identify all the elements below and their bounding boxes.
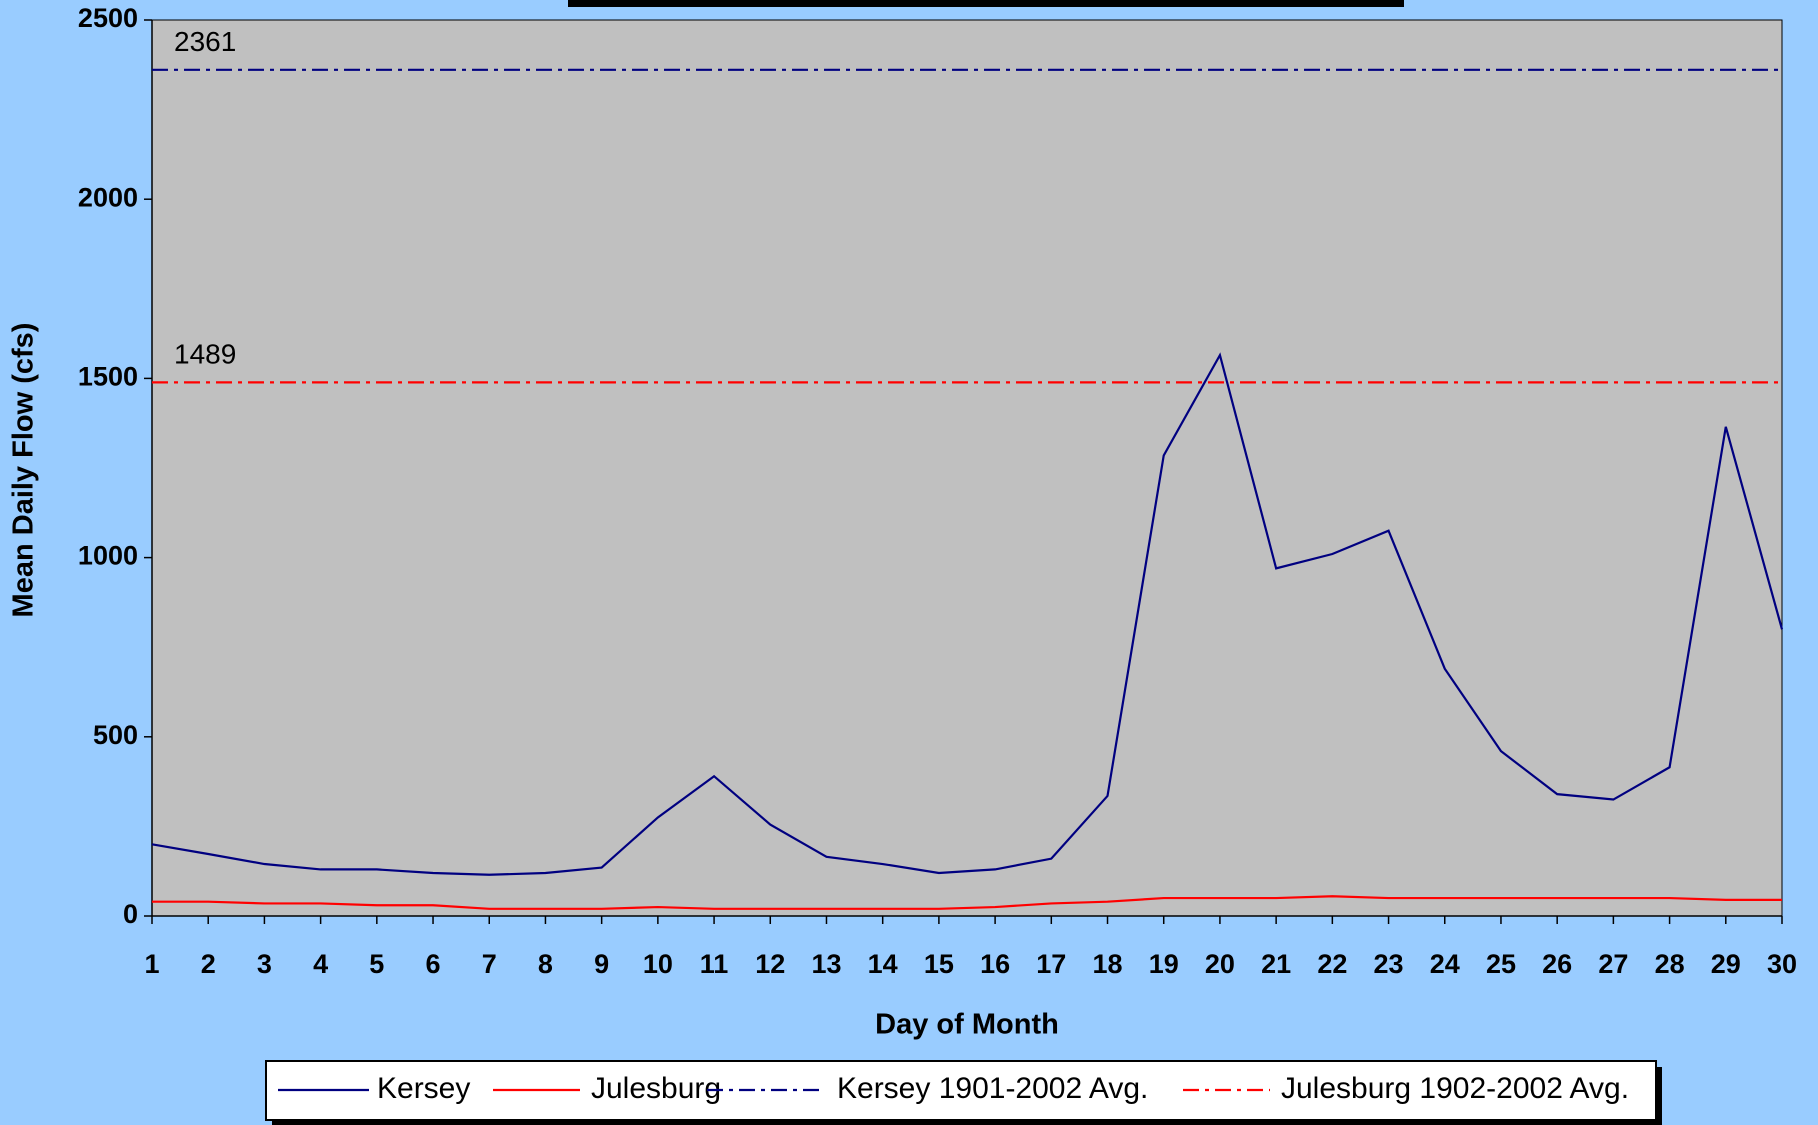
x-tick-label: 6: [426, 949, 441, 979]
x-tick-label: 22: [1317, 949, 1347, 979]
x-tick-label: 4: [313, 949, 328, 979]
plot-area: [151, 19, 1783, 917]
series-line: [151, 352, 1784, 876]
x-tick-label: 16: [980, 949, 1010, 979]
avg-label: 1489: [174, 339, 236, 370]
x-tick-label: 25: [1486, 949, 1516, 979]
x-tick-label: 11: [700, 949, 729, 979]
y-tick-label: 2000: [78, 182, 138, 212]
x-tick-label: 5: [369, 949, 384, 979]
y-tick-label: 500: [93, 720, 138, 750]
x-tick-label: 13: [811, 949, 841, 979]
x-tick-label: 2: [201, 949, 216, 979]
x-tick-label: 8: [538, 949, 553, 979]
legend-label: Kersey: [377, 1072, 470, 1105]
avg-label: 2361: [174, 26, 236, 57]
x-tick-label: 23: [1374, 949, 1404, 979]
y-tick-label: 1000: [78, 541, 138, 571]
x-tick-label: 9: [594, 949, 609, 979]
x-tick-label: 28: [1655, 949, 1685, 979]
x-tick-label: 10: [643, 949, 673, 979]
x-tick-label: 27: [1598, 949, 1628, 979]
y-tick-label: 2500: [78, 3, 138, 33]
x-tick-label: 18: [1092, 949, 1122, 979]
x-tick-label: 30: [1767, 949, 1797, 979]
x-tick-label: 19: [1149, 949, 1179, 979]
x-tick-label: 14: [868, 949, 898, 979]
x-tick-label: 1: [144, 949, 159, 979]
legend-label: Julesburg: [591, 1072, 721, 1105]
y-tick-label: 1500: [78, 362, 138, 392]
y-axis-label: Mean Daily Flow (cfs): [8, 323, 40, 618]
x-tick-label: 12: [755, 949, 785, 979]
title-bar: [568, 0, 1404, 7]
x-tick-label: 3: [257, 949, 272, 979]
x-tick-label: 7: [482, 949, 497, 979]
x-tick-label: 26: [1542, 949, 1572, 979]
x-axis-label: Day of Month: [875, 1009, 1059, 1041]
x-tick-label: 21: [1261, 949, 1291, 979]
legend-label: Julesburg 1902-2002 Avg.: [1281, 1072, 1629, 1105]
x-tick-label: 20: [1205, 949, 1235, 979]
x-tick-label: 24: [1430, 949, 1460, 979]
x-tick-label: 29: [1711, 949, 1741, 979]
legend-label: Kersey 1901-2002 Avg.: [837, 1072, 1148, 1105]
series-line: [152, 895, 1782, 910]
x-tick-label: 15: [924, 949, 954, 979]
y-tick-label: 0: [123, 899, 138, 929]
x-tick-label: 17: [1036, 949, 1066, 979]
